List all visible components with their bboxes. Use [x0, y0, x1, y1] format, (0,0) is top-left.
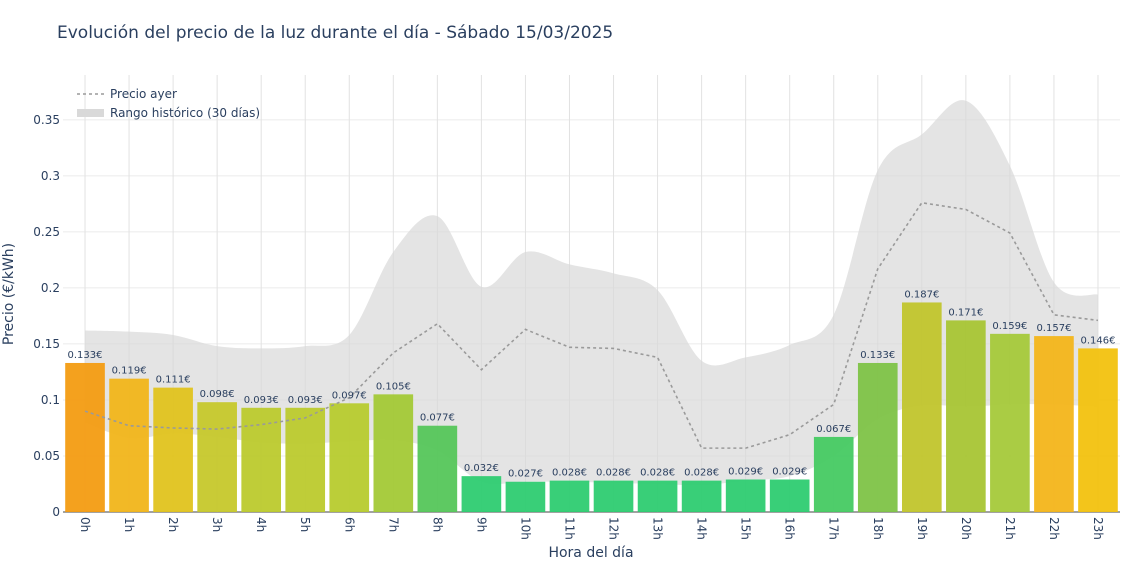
- x-axis-ticks: 0h 1h 2h 3h 4h 5h 6h 7h 8h 9h 10h 11h 12h 13h 14h 15h 16…: [78, 517, 1105, 540]
- y-axis-title: Precio (€/kWh): [1, 243, 17, 345]
- x-tick-label: 13h: [651, 517, 665, 540]
- x-tick-label: 5h: [298, 517, 312, 532]
- bar-20h: [946, 320, 986, 512]
- chart-title: Evolución del precio de la luz durante e…: [57, 23, 613, 43]
- y-tick-label: 0.3: [41, 169, 60, 183]
- legend-range-label: Rango histórico (30 días): [110, 106, 260, 120]
- x-tick-label: 6h: [342, 517, 356, 532]
- bar-13h: [637, 480, 678, 512]
- bar-label-7h: 0.105€: [376, 381, 411, 392]
- bar-label-10h: 0.027€: [508, 469, 543, 480]
- bar-17h: [813, 436, 854, 512]
- x-tick-label: 11h: [562, 517, 576, 540]
- bar-label-21h: 0.159€: [992, 321, 1027, 332]
- historic-range-area: [85, 100, 1098, 486]
- x-tick-label: 16h: [783, 517, 797, 540]
- x-tick-label: 2h: [166, 517, 180, 532]
- bar-6h: [329, 403, 370, 512]
- y-tick-label: 0.15: [33, 337, 60, 351]
- y-tick-label: 0.25: [33, 225, 60, 239]
- x-tick-label: 8h: [430, 517, 444, 532]
- y-axis-ticks: 0 0.05 0.1 0.15 0.2 0.25 0.3 0.35: [33, 113, 60, 519]
- bar-label-8h: 0.077€: [420, 413, 455, 424]
- bar-19h: [901, 302, 942, 512]
- bar-11h: [549, 480, 590, 512]
- x-tick-label: 10h: [518, 517, 532, 540]
- bar-label-0h: 0.133€: [68, 350, 103, 361]
- bar-label-2h: 0.111€: [156, 375, 191, 386]
- x-tick-label: 20h: [959, 517, 973, 540]
- bar-12h: [593, 480, 634, 512]
- bar-5h: [285, 407, 326, 512]
- bar-21h: [990, 333, 1030, 512]
- bar-8h: [417, 425, 458, 512]
- bar-4h: [241, 407, 282, 512]
- bar-label-16h: 0.029€: [772, 467, 807, 478]
- bar-label-19h: 0.187€: [904, 289, 939, 300]
- bar-label-9h: 0.032€: [464, 463, 499, 474]
- bar-23h: [1078, 348, 1118, 512]
- bar-10h: [505, 481, 546, 512]
- x-tick-label: 23h: [1091, 517, 1105, 540]
- bars: [65, 302, 1118, 512]
- y-tick-label: 0.05: [33, 449, 60, 463]
- x-tick-label: 18h: [871, 517, 885, 540]
- x-tick-label: 14h: [695, 517, 709, 540]
- y-tick-label: 0: [52, 505, 60, 519]
- bar-label-17h: 0.067€: [816, 424, 851, 435]
- x-tick-label: 17h: [827, 517, 841, 540]
- bar-label-14h: 0.028€: [684, 468, 719, 479]
- legend-range-swatch: [77, 109, 104, 117]
- bar-0h: [65, 362, 105, 512]
- bar-1h: [109, 378, 149, 512]
- y-tick-label: 0.35: [33, 113, 60, 127]
- bar-16h: [769, 479, 810, 512]
- bar-label-18h: 0.133€: [860, 350, 895, 361]
- bar-2h: [153, 387, 193, 512]
- bar-label-11h: 0.028€: [552, 468, 587, 479]
- bar-3h: [197, 402, 237, 512]
- bar-label-4h: 0.093€: [244, 395, 279, 406]
- bar-14h: [681, 480, 722, 512]
- bar-label-6h: 0.097€: [332, 390, 367, 401]
- bar-label-3h: 0.098€: [200, 389, 235, 400]
- x-tick-label: 9h: [474, 517, 488, 532]
- y-tick-label: 0.2: [41, 281, 60, 295]
- bar-7h: [373, 394, 414, 512]
- bar-label-1h: 0.119€: [112, 366, 147, 377]
- bar-15h: [725, 479, 766, 512]
- y-tick-label: 0.1: [41, 393, 60, 407]
- x-tick-label: 12h: [607, 517, 621, 540]
- x-tick-label: 0h: [78, 517, 92, 532]
- x-tick-label: 1h: [122, 517, 136, 532]
- bar-label-13h: 0.028€: [640, 468, 675, 479]
- bar-label-22h: 0.157€: [1036, 323, 1071, 334]
- bar-label-15h: 0.029€: [728, 467, 763, 478]
- x-tick-label: 21h: [1003, 517, 1017, 540]
- x-tick-label: 19h: [915, 517, 929, 540]
- bar-label-23h: 0.146€: [1080, 335, 1115, 346]
- legend: Precio ayer Rango histórico (30 días): [77, 87, 260, 120]
- bar-22h: [1034, 336, 1074, 512]
- x-tick-label: 7h: [386, 517, 400, 532]
- x-tick-label: 3h: [210, 517, 224, 532]
- x-tick-label: 22h: [1047, 517, 1061, 540]
- x-axis-title: Hora del día: [548, 545, 633, 561]
- bar-label-20h: 0.171€: [948, 307, 983, 318]
- bar-18h: [857, 362, 898, 512]
- bar-labels: 0.133€ 0.119€ 0.111€ 0.098€ 0.093€ 0.093€ 0.09…: [68, 289, 1116, 479]
- bar-label-5h: 0.093€: [288, 395, 323, 406]
- legend-yesterday-label: Precio ayer: [110, 87, 177, 101]
- bar-9h: [461, 476, 502, 512]
- bar-label-12h: 0.028€: [596, 468, 631, 479]
- x-tick-label: 4h: [254, 517, 268, 532]
- x-tick-label: 15h: [739, 517, 753, 540]
